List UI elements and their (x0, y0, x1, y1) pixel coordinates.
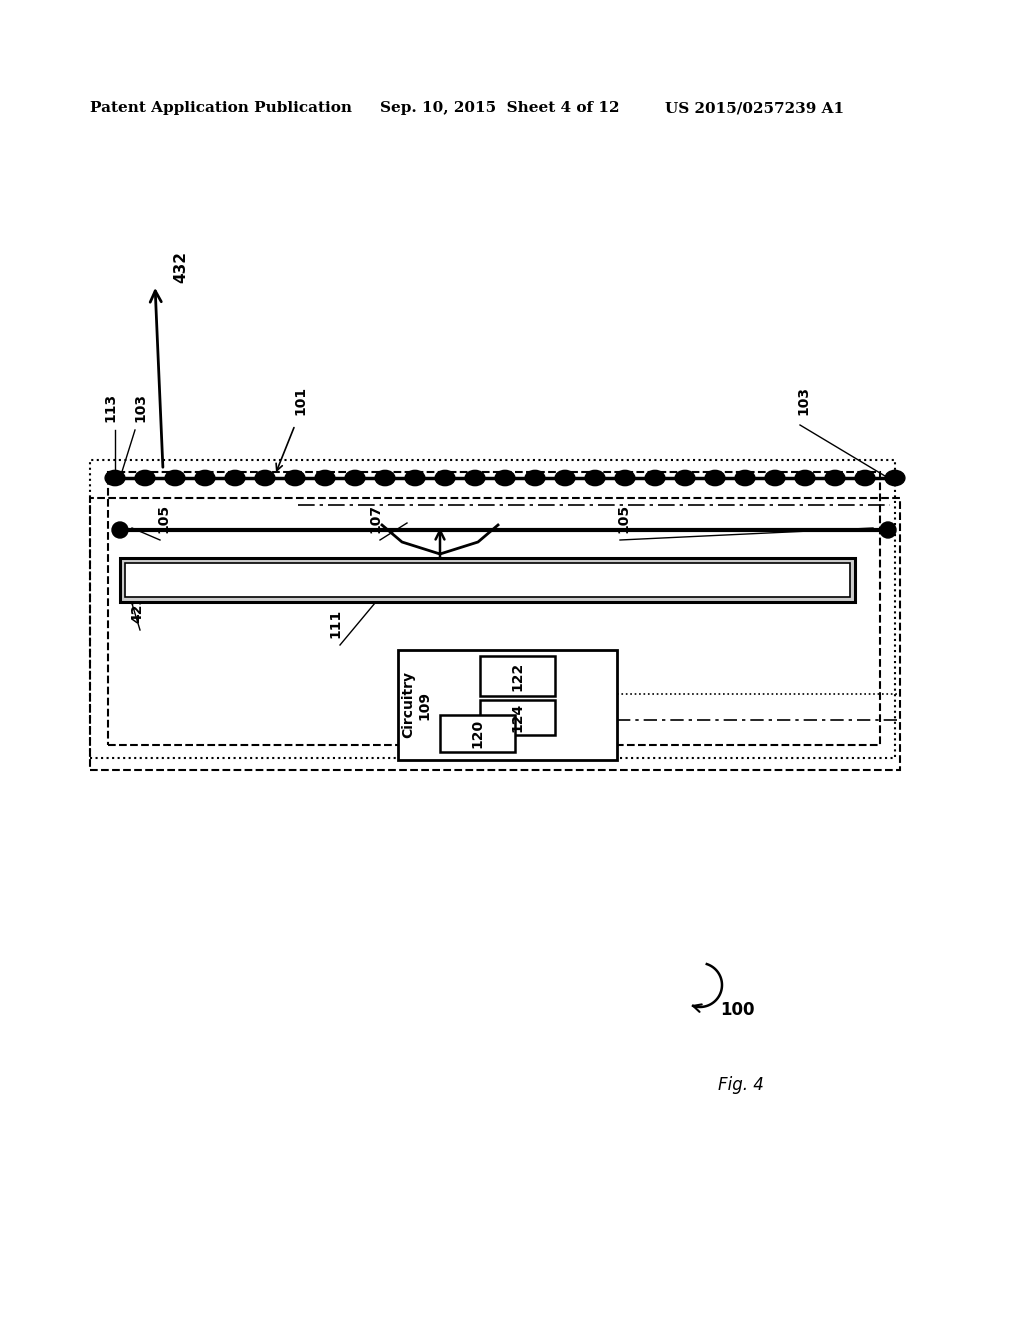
Text: 100: 100 (720, 1001, 755, 1019)
Ellipse shape (555, 470, 574, 486)
Text: 432: 432 (173, 251, 188, 282)
Ellipse shape (135, 470, 155, 486)
Bar (120, 558, 855, 602)
Text: US 2015/0257239 A1: US 2015/0257239 A1 (665, 102, 844, 115)
Ellipse shape (765, 470, 785, 486)
Text: 122: 122 (510, 661, 524, 690)
Bar (125, 564, 850, 597)
Bar (480, 656, 555, 696)
Ellipse shape (675, 470, 695, 486)
Ellipse shape (225, 470, 245, 486)
Bar (440, 715, 515, 752)
Ellipse shape (645, 470, 665, 486)
Ellipse shape (706, 470, 725, 486)
Text: 113: 113 (103, 393, 117, 422)
Bar (398, 649, 617, 760)
Circle shape (880, 521, 896, 539)
Ellipse shape (285, 470, 305, 486)
Ellipse shape (525, 470, 545, 486)
Text: Sep. 10, 2015  Sheet 4 of 12: Sep. 10, 2015 Sheet 4 of 12 (380, 102, 620, 115)
Text: 120: 120 (470, 718, 484, 747)
Text: 105: 105 (156, 504, 170, 533)
Bar (90, 498, 900, 770)
Text: 111: 111 (328, 609, 342, 638)
Ellipse shape (735, 470, 755, 486)
Bar (90, 459, 895, 758)
Text: 422: 422 (130, 594, 144, 623)
Ellipse shape (105, 470, 125, 486)
Text: 101: 101 (293, 385, 307, 414)
Ellipse shape (165, 470, 185, 486)
Ellipse shape (465, 470, 485, 486)
Ellipse shape (315, 470, 335, 486)
Ellipse shape (435, 470, 455, 486)
Ellipse shape (855, 470, 874, 486)
Text: Patent Application Publication: Patent Application Publication (90, 102, 352, 115)
Ellipse shape (615, 470, 635, 486)
Ellipse shape (825, 470, 845, 486)
Ellipse shape (196, 470, 215, 486)
Ellipse shape (255, 470, 274, 486)
Text: 103: 103 (796, 385, 810, 414)
Bar (480, 700, 555, 735)
Ellipse shape (585, 470, 605, 486)
Bar (108, 473, 880, 744)
Text: Circuitry
109: Circuitry 109 (401, 672, 431, 738)
Text: 105: 105 (616, 504, 630, 533)
Ellipse shape (406, 470, 425, 486)
Text: 124: 124 (510, 702, 524, 731)
Text: 107: 107 (368, 504, 382, 533)
Text: Fig. 4: Fig. 4 (718, 1076, 764, 1094)
Ellipse shape (795, 470, 815, 486)
Ellipse shape (375, 470, 395, 486)
Ellipse shape (885, 470, 905, 486)
Circle shape (112, 521, 128, 539)
Text: 103: 103 (133, 393, 147, 422)
Ellipse shape (495, 470, 515, 486)
Ellipse shape (345, 470, 365, 486)
